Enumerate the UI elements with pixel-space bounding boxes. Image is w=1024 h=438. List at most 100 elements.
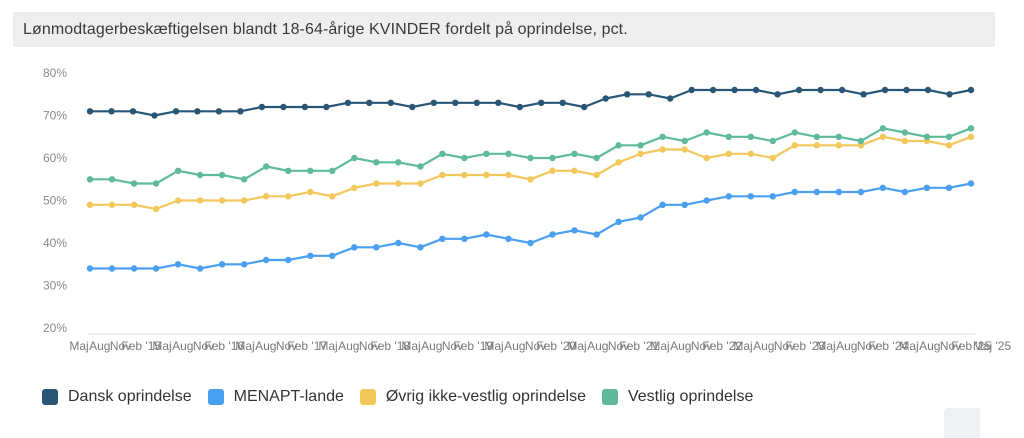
- x-tick-label: Nov: [276, 339, 297, 353]
- data-point: [196, 171, 204, 179]
- chart-title-bar: Lønmodtagerbeskæftigelsen blandt 18-64-å…: [13, 12, 995, 47]
- data-point: [86, 108, 94, 115]
- data-point: [615, 218, 622, 225]
- data-point: [769, 154, 776, 162]
- data-point: [373, 180, 380, 187]
- data-point: [571, 167, 578, 174]
- x-tick-label: Nov: [691, 339, 712, 353]
- data-point: [285, 256, 292, 264]
- y-tick-label: 30%: [43, 279, 67, 293]
- data-point: [593, 171, 600, 179]
- data-point: [152, 180, 160, 187]
- data-point: [241, 176, 248, 183]
- x-tick-label: Maj: [484, 339, 503, 353]
- data-point: [86, 201, 94, 208]
- data-point: [813, 142, 820, 149]
- data-point: [218, 261, 226, 268]
- data-point: [301, 103, 309, 111]
- data-point: [108, 108, 115, 115]
- data-point: [285, 193, 292, 200]
- data-point: [452, 99, 459, 106]
- x-tick-label: Aug: [89, 339, 110, 353]
- data-point: [901, 129, 909, 136]
- data-point: [527, 239, 534, 247]
- data-point: [967, 133, 975, 140]
- data-point: [417, 180, 424, 187]
- data-point: [263, 193, 270, 200]
- chart-legend: Dansk oprindelse MENAPT-lande Øvrig ikke-v…: [42, 384, 769, 410]
- data-point: [879, 184, 887, 191]
- data-point: [747, 150, 754, 157]
- series-line-0: [90, 88, 972, 117]
- data-point: [129, 108, 137, 115]
- data-point: [615, 142, 622, 149]
- data-point: [473, 99, 480, 106]
- data-point: [351, 154, 358, 162]
- data-point: [637, 142, 644, 149]
- data-point: [483, 231, 490, 238]
- data-point: [215, 108, 223, 115]
- data-point: [130, 201, 138, 208]
- x-tick-label: Nov: [857, 339, 878, 353]
- x-tick-label: Nov: [442, 339, 463, 353]
- x-tick-label: Aug: [753, 339, 774, 353]
- x-tick-label: Maj: [816, 339, 835, 353]
- x-tick-label: Feb '20: [536, 339, 576, 353]
- data-point: [549, 167, 556, 174]
- data-point: [752, 86, 760, 94]
- chart-title: Lønmodtagerbeskæftigelsen blandt 18-64-å…: [23, 21, 628, 38]
- data-point: [241, 197, 248, 204]
- data-point: [307, 167, 314, 174]
- x-tick-label: Feb '23: [785, 339, 825, 353]
- data-point: [549, 231, 556, 238]
- data-point: [152, 265, 160, 272]
- data-point: [791, 142, 798, 149]
- data-point: [817, 86, 824, 94]
- legend-label: Dansk oprindelse: [68, 388, 192, 405]
- data-point: [395, 180, 402, 187]
- scroll-button[interactable]: [944, 408, 980, 438]
- data-point: [439, 235, 446, 242]
- x-tick-label: Feb '17: [287, 339, 327, 353]
- y-tick-label: 40%: [43, 236, 67, 250]
- legend-item[interactable]: Vestlig oprindelse: [601, 388, 753, 406]
- data-point: [483, 171, 490, 179]
- data-point: [747, 193, 754, 200]
- data-point: [366, 99, 373, 106]
- x-tick-label: Aug: [421, 339, 442, 353]
- data-point: [703, 154, 710, 162]
- data-point: [495, 99, 502, 106]
- data-point: [703, 129, 710, 136]
- data-point: [795, 86, 803, 94]
- legend-label: MENAPT-lande: [233, 388, 344, 405]
- data-point: [881, 86, 889, 94]
- data-point: [258, 103, 266, 111]
- data-point: [373, 244, 380, 251]
- data-point: [263, 163, 270, 170]
- data-point: [945, 142, 953, 149]
- data-point: [813, 133, 820, 140]
- data-point: [879, 125, 887, 132]
- data-point: [731, 86, 738, 94]
- data-point: [945, 184, 953, 191]
- data-point: [667, 95, 674, 102]
- legend-item[interactable]: Øvrig ikke-vestlig oprindelse: [359, 388, 586, 406]
- data-point: [967, 125, 975, 132]
- data-point: [967, 86, 975, 94]
- x-tick-label: Feb '22: [702, 339, 742, 353]
- data-point: [559, 99, 566, 106]
- data-point: [174, 197, 182, 204]
- data-point: [439, 171, 446, 179]
- legend-item[interactable]: MENAPT-lande: [207, 388, 344, 406]
- data-point: [196, 265, 204, 272]
- data-point: [769, 193, 776, 200]
- data-point: [602, 95, 609, 102]
- data-point: [417, 163, 424, 170]
- data-point: [516, 103, 523, 111]
- legend-swatch: [359, 389, 376, 405]
- x-tick-label: Maj: [733, 339, 752, 353]
- data-point: [130, 265, 138, 272]
- legend-item[interactable]: Dansk oprindelse: [42, 388, 192, 406]
- data-point: [237, 108, 244, 115]
- data-point: [86, 265, 94, 272]
